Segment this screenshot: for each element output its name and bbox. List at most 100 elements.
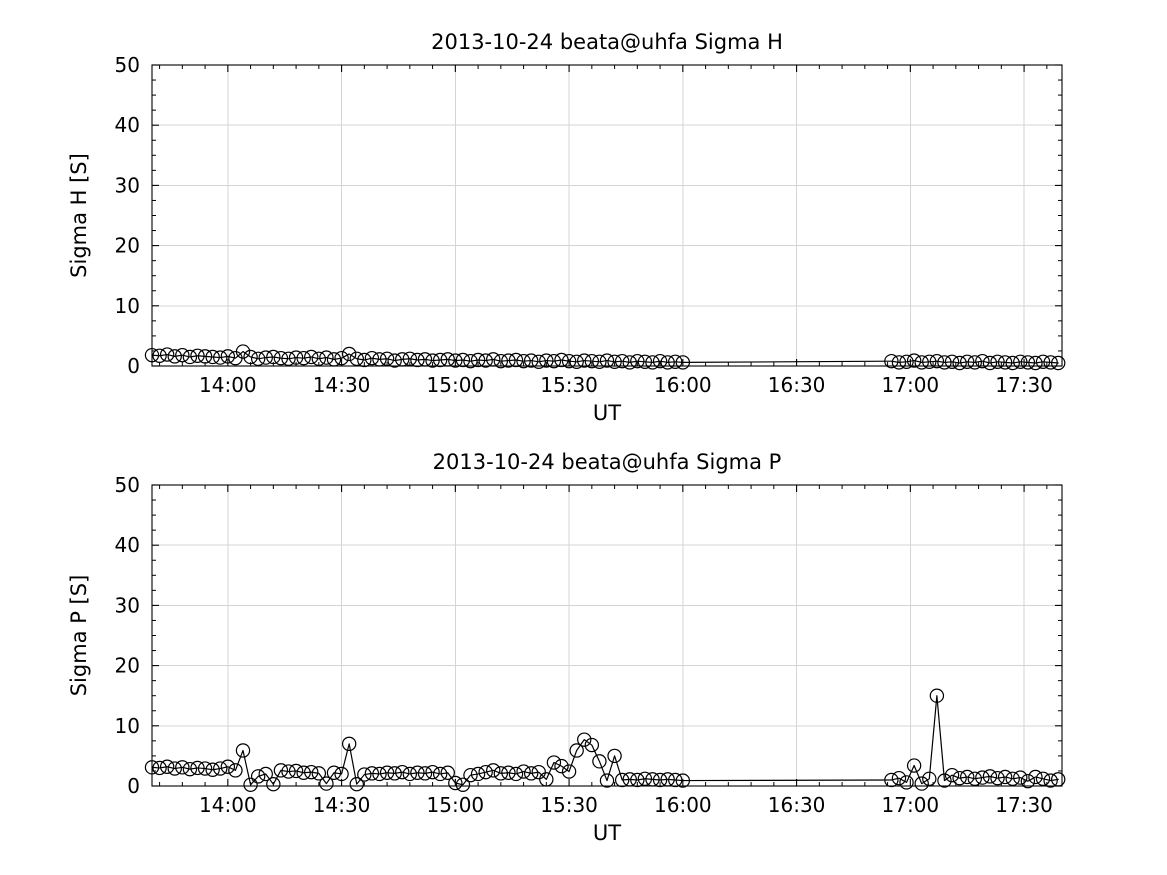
data-point-marker (960, 354, 975, 369)
data-point-marker (311, 766, 327, 781)
y-tick-label: 30 (115, 173, 140, 197)
data-point-marker (1020, 355, 1036, 370)
data-point-marker (937, 355, 952, 370)
data-point-marker (899, 354, 914, 369)
data-point-marker (190, 348, 205, 363)
data-point-marker (159, 759, 175, 774)
data-point-marker (982, 769, 998, 784)
data-point-marker (228, 763, 243, 778)
data-point-marker (539, 353, 554, 368)
chart-panel-sigma-h: 0 10 20 30 40 50 14:00 14:30 15:00 15:30 16:00 16:3… (0, 0, 1167, 437)
data-point-marker (182, 349, 198, 365)
data-point-marker (1005, 355, 1020, 371)
data-point-marker (349, 776, 364, 792)
data-point-marker (167, 349, 182, 364)
data-point-marker (531, 354, 546, 369)
data-point-marker (569, 354, 584, 369)
data-point-marker (622, 355, 637, 370)
data-point-marker (569, 743, 584, 758)
data-point-marker (205, 349, 220, 365)
data-point-marker (960, 769, 975, 785)
data-point-marker (630, 353, 645, 369)
data-point-marker (387, 766, 402, 781)
data-point-marker (258, 350, 273, 365)
data-point-marker (167, 761, 182, 776)
data-point-marker (599, 353, 615, 368)
data-point-marker (395, 764, 410, 780)
data-point-marker (523, 353, 539, 368)
data-point-marker (554, 758, 569, 774)
data-point-marker (364, 766, 380, 781)
data-point-marker (561, 764, 577, 779)
data-point-marker (425, 764, 440, 780)
data-point-marker (982, 355, 998, 371)
data-point-marker (213, 350, 228, 365)
data-point-marker (675, 773, 691, 788)
data-point-marker (614, 772, 630, 788)
data-point-marker (319, 350, 334, 365)
data-point-marker (357, 352, 372, 368)
y-tick-label: 50 (115, 473, 140, 497)
data-point-marker (250, 351, 266, 366)
x-tick-label: 15:30 (540, 793, 598, 817)
data-point-marker (455, 352, 471, 368)
data-point-marker (1028, 355, 1043, 371)
axis-ticks (152, 64, 1062, 367)
data-point-marker (508, 766, 524, 782)
data-point-marker (250, 769, 266, 784)
data-point-marker (1035, 771, 1051, 786)
data-point-marker (906, 353, 922, 368)
data-point-marker (486, 763, 501, 778)
data-point-marker (599, 773, 615, 788)
data-point-marker (952, 770, 967, 786)
data-point-marker (296, 765, 311, 780)
data-point-marker (523, 766, 539, 781)
data-point-marker (304, 764, 319, 780)
data-point-marker (652, 353, 668, 369)
data-point-marker (1020, 773, 1036, 789)
data-point-marker (577, 353, 592, 368)
y-tick-label: 40 (115, 113, 140, 137)
data-point-marker (1005, 771, 1020, 786)
data-point-marker (516, 764, 531, 779)
data-point-marker (899, 775, 914, 790)
data-point-marker (675, 355, 691, 370)
data-point-marker (478, 353, 493, 368)
y-tick-label: 10 (115, 294, 140, 318)
data-point-marker (319, 776, 334, 791)
data-point-marker (997, 355, 1013, 370)
data-point-marker (470, 766, 486, 782)
data-point-marker (1035, 354, 1051, 369)
data-point-marker (607, 354, 622, 369)
data-point-marker (448, 775, 463, 791)
data-point-marker (432, 352, 448, 368)
data-point-marker (584, 353, 600, 369)
data-point-marker (990, 354, 1005, 369)
x-tick-label: 15:30 (540, 373, 598, 397)
grid-lines (152, 484, 1062, 786)
y-tick-label: 50 (115, 53, 140, 77)
data-point-marker (266, 776, 281, 792)
data-point-marker (357, 767, 372, 782)
x-axis-label: UT (593, 401, 621, 425)
x-tick-label: 17:30 (995, 373, 1053, 397)
data-point-marker (213, 761, 228, 776)
data-point-marker (607, 748, 622, 764)
data-point-marker (967, 355, 982, 370)
x-tick-label: 17:30 (995, 793, 1053, 817)
chart-title: 2013-10-24 beata@uhfa Sigma P (433, 450, 782, 474)
data-line-sigma-h (151, 350, 1059, 364)
data-point-marker (929, 688, 945, 703)
y-tick-label: 20 (115, 234, 140, 258)
data-point-marker (1028, 769, 1043, 785)
data-series-group (144, 344, 1066, 371)
data-point-marker (975, 770, 990, 785)
data-point-marker (220, 759, 236, 774)
data-point-marker (281, 764, 296, 779)
data-point-marker (455, 777, 471, 792)
data-point-marker (493, 766, 509, 781)
data-point-marker (645, 355, 660, 370)
data-point-marker (152, 760, 167, 776)
data-point-marker (235, 743, 251, 758)
data-point-marker (592, 754, 607, 769)
